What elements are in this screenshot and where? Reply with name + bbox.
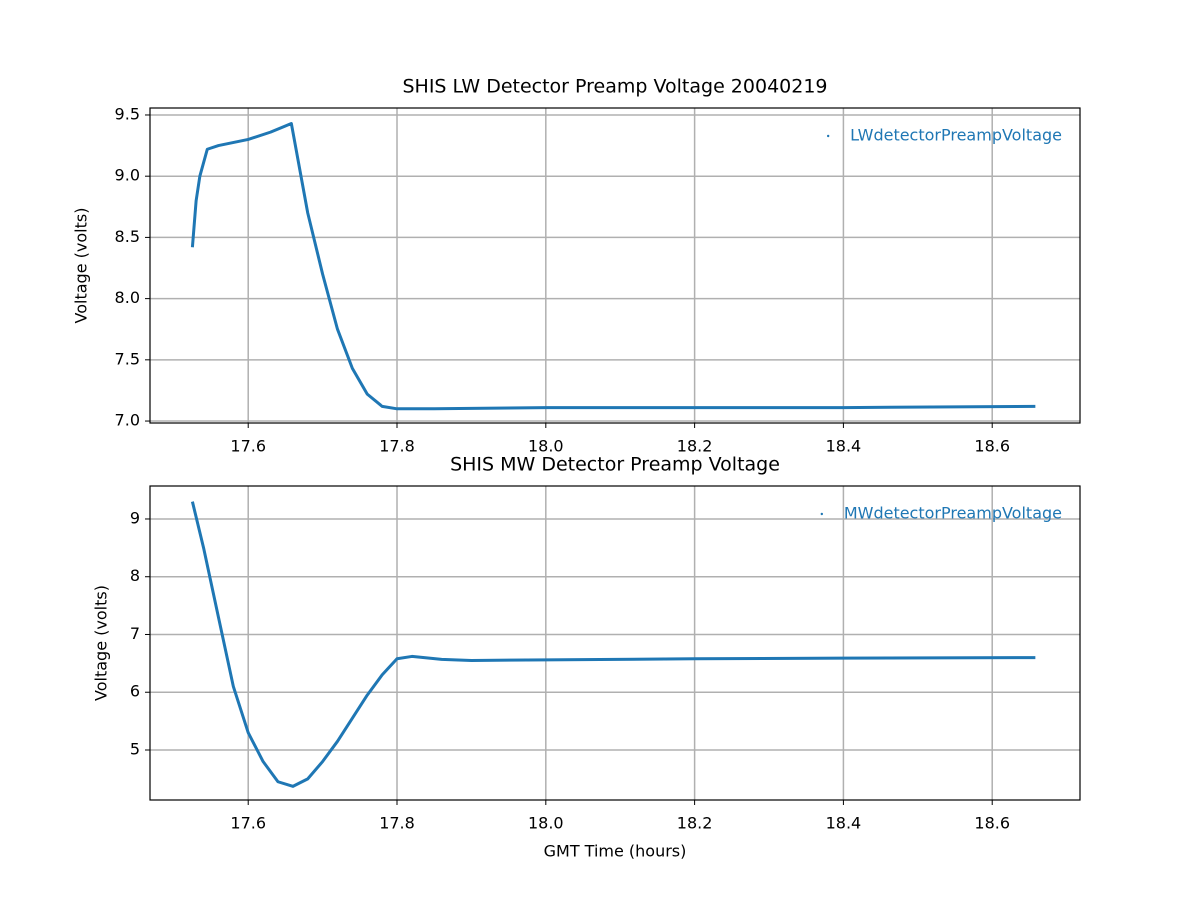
legend-marker [820,512,824,516]
x-axis-label: GMT Time (hours) [544,842,687,861]
x-tick-label: 18.2 [677,437,713,456]
legend-label: LWdetectorPreampVoltage [850,126,1062,145]
x-tick-label: 17.6 [230,814,266,833]
y-tick-label: 7.0 [115,411,140,430]
y-tick-label: 7 [130,624,140,643]
x-tick-label: 18.0 [528,814,564,833]
chart-title: SHIS MW Detector Preamp Voltage [450,454,780,476]
x-tick-label: 18.6 [974,437,1010,456]
legend-marker [826,134,830,138]
axes-frame [149,107,1081,424]
y-tick-label: 8 [130,566,140,585]
axes-frame [149,485,1081,801]
y-tick-label: 8.0 [115,288,140,307]
y-tick-label: 8.5 [115,227,140,246]
x-tick-label: 17.8 [379,814,415,833]
x-tick-label: 18.0 [528,437,564,456]
y-tick-label: 9 [130,508,140,527]
x-tick-label: 18.4 [826,437,862,456]
y-axis-label: Voltage (volts) [92,585,111,701]
data-line [190,122,1036,411]
x-tick-label: 18.6 [974,814,1010,833]
x-tick-label: 18.2 [677,814,713,833]
y-tick-label: 7.5 [115,349,140,368]
x-tick-label: 17.8 [379,437,415,456]
x-tick-label: 18.4 [826,814,862,833]
data-line [190,501,1036,788]
y-tick-label: 9.0 [115,166,140,185]
chart-title: SHIS LW Detector Preamp Voltage 20040219 [402,76,827,98]
y-tick-label: 5 [130,739,140,758]
y-tick-label: 9.5 [115,104,140,123]
x-tick-label: 17.6 [230,437,266,456]
legend-label: MWdetectorPreampVoltage [844,504,1062,523]
y-tick-label: 6 [130,682,140,701]
y-axis-label: Voltage (volts) [72,208,91,324]
